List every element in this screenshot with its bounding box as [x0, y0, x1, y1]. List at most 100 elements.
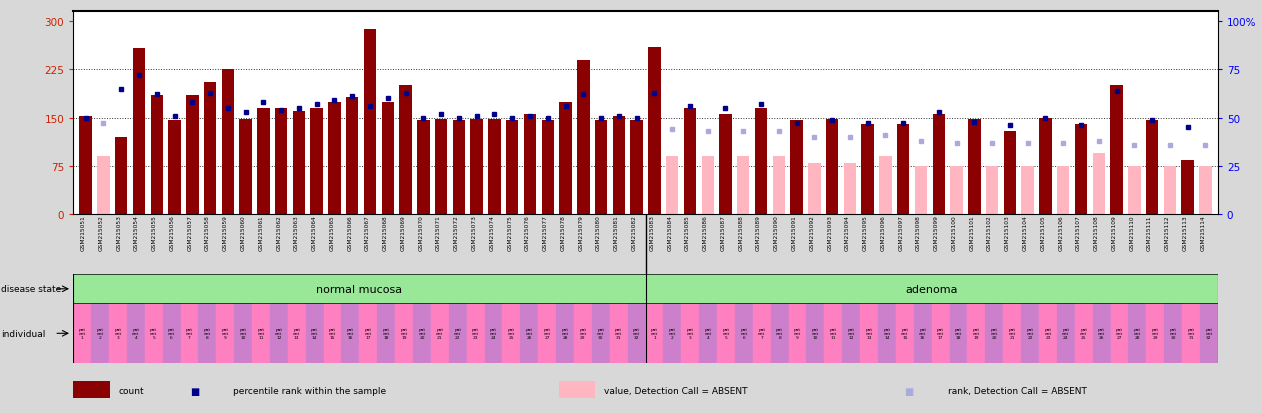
Text: pat
ent
23: pat ent 23	[1044, 328, 1051, 339]
Text: GSM215084: GSM215084	[668, 215, 673, 251]
Text: rank, Detection Call = ABSENT: rank, Detection Call = ABSENT	[948, 386, 1087, 395]
Bar	[541, 120, 554, 215]
Text: pat
ent
11: pat ent 11	[829, 328, 837, 339]
Bar	[681, 304, 699, 363]
Bar	[73, 304, 91, 363]
Text: pat
ent
30: pat ent 30	[597, 328, 604, 339]
Bar	[592, 304, 610, 363]
Text: pat
ent
20: pat ent 20	[991, 328, 998, 339]
Text: pat
ent
31: pat ent 31	[615, 328, 622, 339]
Text: pat
ent
10: pat ent 10	[811, 328, 819, 339]
Bar	[115, 138, 127, 215]
Text: GSM215090: GSM215090	[774, 215, 779, 251]
Bar	[163, 304, 180, 363]
Text: GSM215069: GSM215069	[400, 215, 405, 250]
Text: GSM215089: GSM215089	[756, 215, 761, 251]
Bar	[896, 304, 914, 363]
Bar	[1181, 160, 1194, 215]
Bar	[180, 304, 198, 363]
Bar	[381, 102, 394, 215]
Text: pat
ent
1: pat ent 1	[78, 328, 86, 339]
Text: pat
ent
4: pat ent 4	[133, 328, 139, 339]
Bar	[198, 304, 216, 363]
Text: value, Detection Call = ABSENT: value, Detection Call = ABSENT	[604, 386, 748, 395]
Bar	[664, 304, 681, 363]
Text: disease state: disease state	[1, 285, 62, 294]
Text: individual: individual	[1, 329, 45, 338]
Text: GSM215091: GSM215091	[791, 215, 796, 250]
Bar	[880, 157, 892, 215]
Text: pat
ent
6: pat ent 6	[168, 328, 175, 339]
Bar	[168, 120, 180, 215]
Text: GSM215056: GSM215056	[169, 215, 174, 250]
Bar	[240, 120, 252, 215]
Text: GSM215083: GSM215083	[650, 215, 655, 251]
Bar	[1111, 304, 1128, 363]
Bar	[789, 304, 806, 363]
Text: GSM215108: GSM215108	[1094, 215, 1099, 250]
Bar	[109, 304, 127, 363]
Text: pat
ent
19: pat ent 19	[973, 328, 981, 339]
Bar	[524, 115, 536, 215]
Bar	[395, 304, 413, 363]
Bar	[1182, 304, 1200, 363]
Text: GSM215087: GSM215087	[721, 215, 726, 251]
Text: pat
ent
20: pat ent 20	[418, 328, 425, 339]
Bar	[80, 117, 92, 215]
Text: pat
ent
10: pat ent 10	[240, 328, 247, 339]
Text: GSM215094: GSM215094	[846, 215, 849, 251]
Text: GSM215099: GSM215099	[934, 215, 939, 251]
Bar	[646, 275, 1218, 304]
Text: pat
ent
29: pat ent 29	[579, 328, 587, 339]
Text: GSM215095: GSM215095	[863, 215, 868, 251]
Text: pat
ent
21: pat ent 21	[1008, 328, 1016, 339]
Bar	[363, 30, 376, 215]
Bar	[520, 304, 538, 363]
Bar	[734, 304, 753, 363]
Bar	[737, 157, 750, 215]
Text: GSM215067: GSM215067	[365, 215, 370, 250]
Bar	[310, 109, 323, 215]
Bar	[467, 304, 485, 363]
Bar	[915, 166, 928, 215]
Bar	[435, 120, 447, 215]
Bar	[594, 120, 607, 215]
Bar	[559, 102, 572, 215]
Bar	[933, 115, 945, 215]
Text: GSM215096: GSM215096	[881, 215, 886, 250]
Bar	[1128, 166, 1141, 215]
Bar	[577, 61, 589, 215]
Bar	[1075, 304, 1093, 363]
Bar	[360, 304, 377, 363]
Bar	[502, 304, 520, 363]
Text: GSM215063: GSM215063	[294, 215, 299, 250]
Bar	[719, 115, 732, 215]
Bar	[288, 304, 305, 363]
Text: GSM215092: GSM215092	[809, 215, 814, 251]
Text: pat
ent
18: pat ent 18	[955, 328, 962, 339]
Bar	[204, 83, 216, 215]
Bar	[968, 304, 986, 363]
Text: pat
ent
18: pat ent 18	[382, 328, 390, 339]
Bar	[631, 120, 642, 215]
Text: GSM215052: GSM215052	[98, 215, 103, 251]
Bar	[897, 125, 910, 215]
Bar	[252, 304, 270, 363]
Text: GSM215061: GSM215061	[259, 215, 264, 250]
Bar	[1039, 304, 1056, 363]
Bar	[931, 304, 949, 363]
Text: pat
ent
5: pat ent 5	[150, 328, 158, 339]
Text: GSM215077: GSM215077	[543, 215, 548, 251]
Text: pat
ent
21: pat ent 21	[437, 328, 443, 339]
Text: GSM215072: GSM215072	[454, 215, 459, 251]
Text: percentile rank within the sample: percentile rank within the sample	[233, 386, 386, 395]
Bar	[1093, 154, 1106, 215]
Bar	[235, 304, 252, 363]
Bar	[790, 120, 803, 215]
Text: pat
ent
31: pat ent 31	[1188, 328, 1195, 339]
Bar	[430, 304, 449, 363]
Bar	[557, 304, 574, 363]
Text: pat
ent
7: pat ent 7	[758, 328, 765, 339]
Bar	[453, 120, 466, 215]
Bar	[1021, 304, 1039, 363]
